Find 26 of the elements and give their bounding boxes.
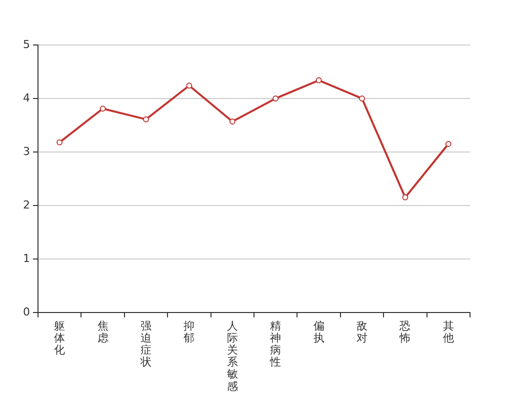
x-tick-label: 其他 [442, 319, 454, 344]
point [100, 106, 106, 112]
y-tick-label: 3 [23, 144, 30, 158]
point [143, 116, 149, 122]
point [56, 139, 63, 146]
point [272, 95, 279, 102]
y-tick-label: 4 [23, 91, 30, 104]
point [359, 95, 365, 102]
x-tick-label: 焦虑 [97, 319, 108, 344]
point [186, 82, 192, 89]
x-tick-label: 强迫症状 [140, 319, 152, 369]
x-tick-label: 恐怖 [398, 319, 411, 344]
y-tick-label: 5 [23, 38, 30, 51]
y-tick-label: 2 [23, 198, 30, 212]
point [445, 140, 452, 147]
x-tick-label: 抑郁 [184, 319, 195, 344]
point [229, 118, 236, 124]
point [402, 194, 408, 200]
x-tick-label: 躯体化 [54, 319, 66, 357]
point [316, 77, 322, 84]
x-tick-label: 偏执 [313, 319, 324, 344]
x-tick-label: 人际关系敏感 [226, 319, 238, 393]
y-tick-label: 1 [23, 252, 30, 265]
x-tick-label: 敌对 [356, 319, 368, 344]
y-tick-label: 0 [23, 305, 30, 318]
x-tick-label: 精神病性 [269, 319, 282, 369]
